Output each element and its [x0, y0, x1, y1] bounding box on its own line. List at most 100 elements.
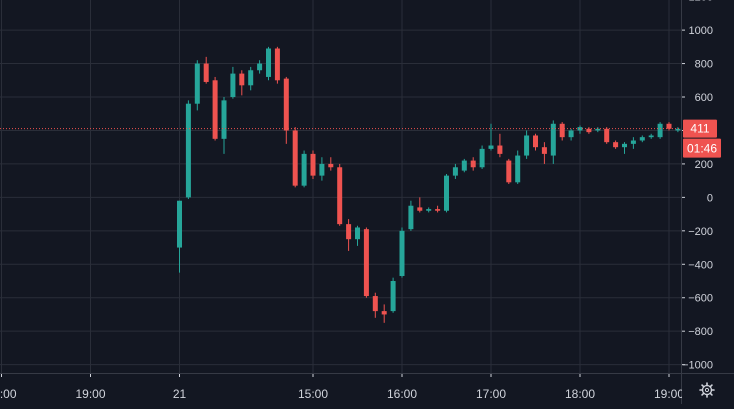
y-tick-label: 0	[707, 192, 713, 204]
y-tick-label: −200	[688, 226, 713, 238]
candle-body	[177, 200, 182, 248]
x-tick-label: 19:00	[654, 387, 684, 401]
candle-down	[239, 70, 245, 96]
candle-body	[328, 163, 334, 168]
candle-body	[533, 135, 538, 148]
candle-down	[506, 158, 512, 184]
y-tick-label: −800	[688, 326, 713, 338]
candle-up	[657, 122, 663, 139]
countdown-label-bg	[683, 138, 721, 158]
y-tick-label: −600	[688, 293, 713, 305]
y-tick-label: 200	[695, 159, 713, 171]
candle-body	[266, 48, 271, 77]
candle-up	[444, 173, 449, 213]
candle-down	[541, 142, 547, 164]
candle-body	[274, 48, 280, 81]
candle-down	[292, 127, 298, 188]
candle-up	[452, 163, 458, 179]
candle-body	[666, 123, 672, 129]
y-tick-label: −400	[688, 259, 713, 271]
x-tick-label: 18:00	[0, 387, 17, 401]
candle-up	[194, 60, 200, 111]
candle-up	[515, 150, 521, 184]
candle-body	[355, 227, 360, 240]
candle-body	[488, 145, 494, 149]
candle-down	[310, 150, 316, 179]
candle-down	[203, 56, 209, 84]
candle-down	[328, 157, 334, 171]
candle-up	[488, 123, 494, 151]
candle-body	[203, 63, 209, 82]
candle-body	[630, 140, 636, 144]
candle-body	[515, 155, 521, 183]
candle-down	[363, 227, 369, 298]
candle-up	[675, 127, 681, 133]
candle-body	[613, 142, 619, 148]
candle-body	[675, 128, 681, 131]
candle-body	[479, 148, 485, 168]
price-axis[interactable]: 120010008006004002000−200−400−600−800−10…	[681, 0, 713, 404]
candle-body	[239, 73, 245, 86]
candle-body	[444, 175, 449, 211]
y-tick-label: 800	[695, 59, 713, 71]
candle-body	[506, 160, 512, 183]
candle-up	[648, 133, 654, 139]
candle-body	[550, 123, 556, 156]
candle-body	[337, 167, 343, 225]
candle-down	[497, 133, 503, 158]
x-tick-label: 19:00	[75, 387, 105, 401]
candle-body	[417, 207, 423, 211]
candle-body	[283, 78, 289, 131]
candle-body	[399, 230, 405, 276]
candle-up	[461, 158, 467, 173]
x-tick-label: 21	[173, 387, 187, 401]
candle-up	[390, 277, 396, 313]
candle-body	[622, 143, 627, 148]
y-tick-label: 1200	[689, 0, 713, 4]
candle-down	[613, 140, 619, 149]
candle-body	[524, 135, 530, 156]
candle-body	[586, 128, 592, 133]
candle-body	[470, 160, 476, 168]
candle-up	[479, 145, 485, 169]
y-tick-label: 600	[695, 92, 713, 104]
candle-body	[648, 135, 654, 138]
candle-body	[221, 100, 227, 139]
candle-down	[470, 157, 476, 171]
candle-up	[595, 127, 601, 133]
candle-up	[426, 207, 432, 213]
candle-body	[212, 80, 218, 139]
candle-up	[177, 200, 182, 273]
time-axis[interactable]: 18:00 19:00 21 15:00 16:00 17:00 18:00 19:00	[0, 373, 734, 401]
gear-icon[interactable]	[682, 374, 734, 404]
countdown-value: 01:46	[687, 142, 717, 156]
candle-body	[185, 103, 191, 198]
candle-up	[185, 100, 191, 200]
candle-body	[292, 130, 298, 186]
candle-up	[408, 200, 414, 231]
candle-body	[595, 128, 601, 131]
candle-up	[550, 120, 556, 164]
candle-body	[541, 147, 547, 154]
candle-body	[390, 281, 396, 312]
candle-up	[639, 135, 645, 143]
x-tick-label: 15:00	[298, 387, 328, 401]
candle-body	[604, 128, 610, 143]
y-tick-label: 1000	[689, 25, 713, 37]
candle-down	[212, 76, 218, 141]
candle-up	[622, 142, 627, 154]
candle-body	[381, 311, 387, 315]
last-price-label: 411 01:46	[683, 119, 721, 158]
candle-body	[319, 163, 325, 176]
last-price-label-bg	[683, 119, 717, 138]
gear-center	[704, 387, 710, 393]
candle-body	[452, 167, 458, 176]
candle-body	[559, 123, 565, 138]
candle-body	[248, 70, 254, 86]
last-price-value: 411	[690, 122, 709, 136]
candle-down	[435, 205, 441, 213]
gear-ring	[701, 384, 713, 396]
candle-down	[417, 197, 423, 213]
